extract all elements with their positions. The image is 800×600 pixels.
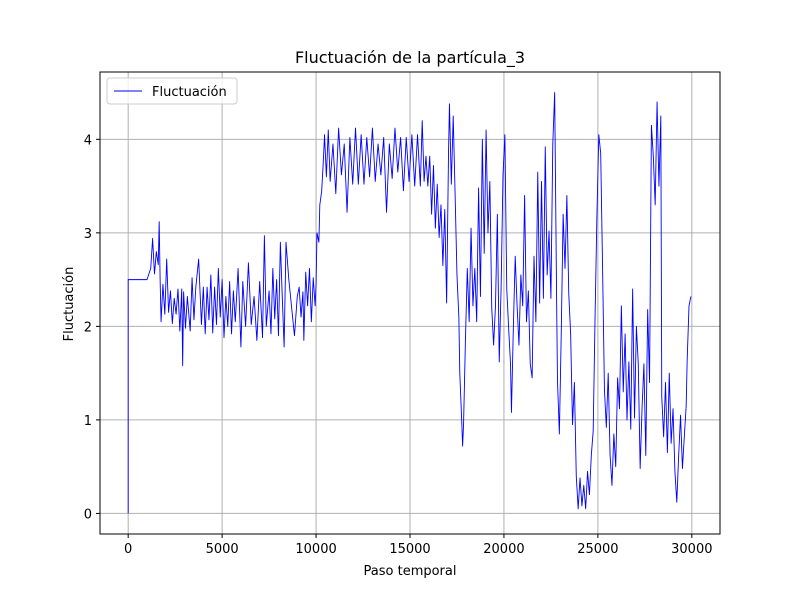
chart-title: Fluctuación de la partícula_3 bbox=[295, 48, 525, 68]
x-tick-label: 20000 bbox=[483, 542, 524, 557]
y-axis-label: Fluctuación bbox=[62, 267, 77, 342]
y-tick-label: 4 bbox=[84, 133, 92, 148]
x-tick-label: 15000 bbox=[389, 542, 430, 557]
y-tick-label: 3 bbox=[84, 227, 92, 242]
x-tick-label: 0 bbox=[124, 542, 132, 557]
legend-box bbox=[106, 77, 238, 105]
y-tick-label: 1 bbox=[84, 414, 92, 429]
x-tick-label: 30000 bbox=[671, 542, 712, 557]
x-tick-label: 5000 bbox=[206, 542, 239, 557]
x-tick-label: 10000 bbox=[295, 542, 336, 557]
x-tick-label: 25000 bbox=[577, 542, 618, 557]
legend-label: Fluctuación bbox=[152, 85, 227, 100]
y-tick-label: 2 bbox=[84, 320, 92, 335]
x-axis-label: Paso temporal bbox=[364, 564, 457, 579]
tick-layer: 0 5000 10000 15000 20000 25000 30000 0 1 2 3 4 bbox=[84, 133, 713, 557]
y-tick-label: 0 bbox=[84, 507, 92, 522]
legend: Fluctuación bbox=[106, 77, 238, 105]
series-line-fluctuacion bbox=[127, 92, 692, 514]
series-layer bbox=[127, 92, 692, 514]
